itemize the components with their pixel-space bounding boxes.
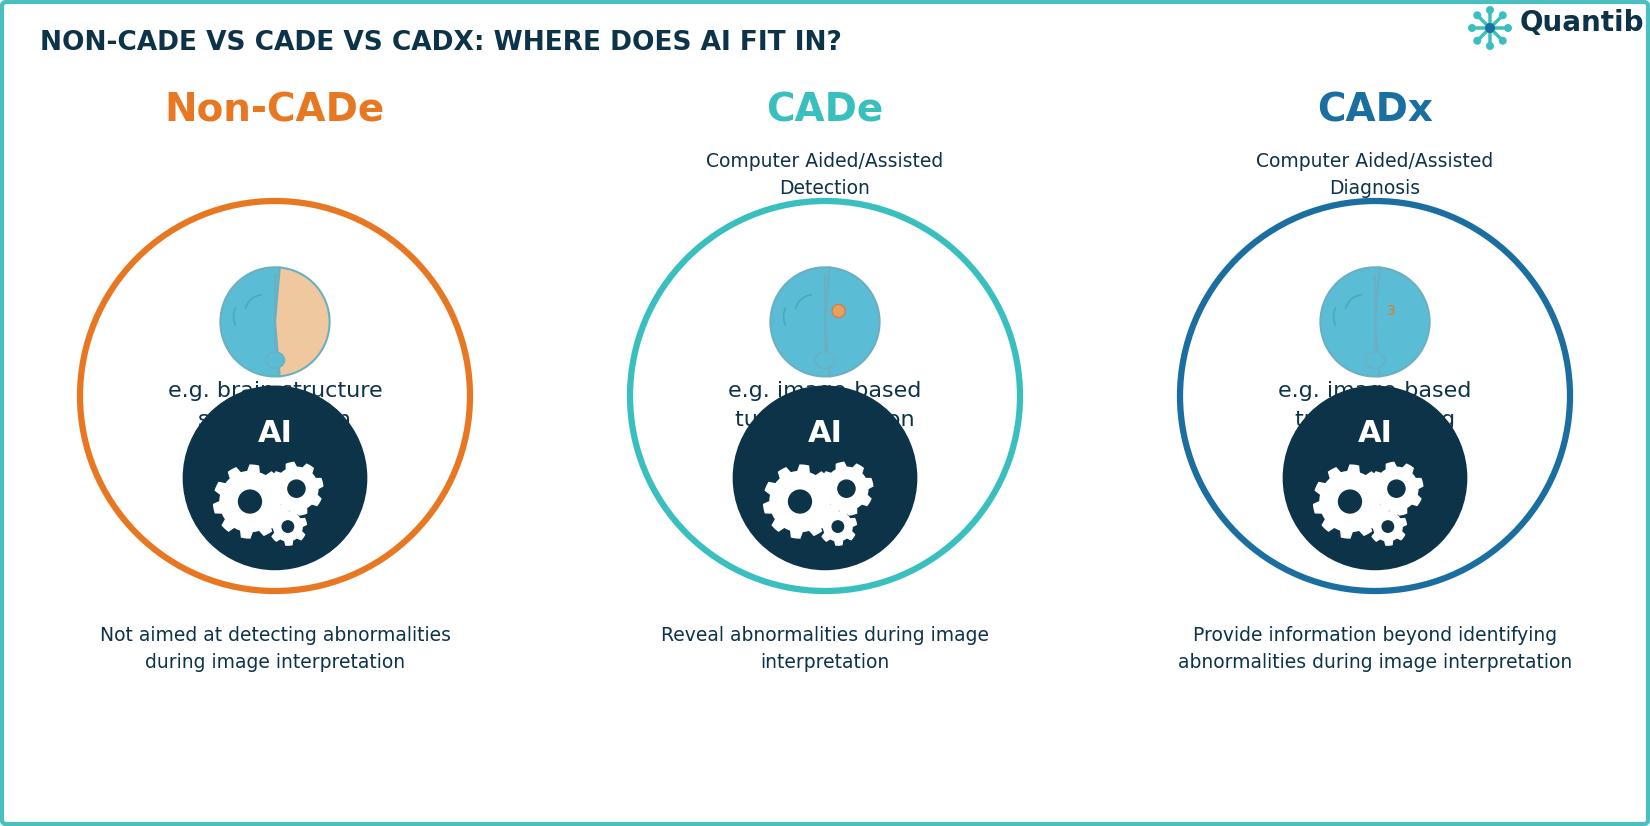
Ellipse shape xyxy=(1366,352,1384,368)
Circle shape xyxy=(838,480,855,497)
Text: 3: 3 xyxy=(1388,304,1396,318)
Text: Provide information beyond identifying
abnormalities during image interpretation: Provide information beyond identifying a… xyxy=(1178,626,1572,672)
Polygon shape xyxy=(820,463,873,515)
Text: Quantib: Quantib xyxy=(1520,9,1645,37)
Circle shape xyxy=(287,480,305,497)
Text: Not aimed at detecting abnormalities
during image interpretation: Not aimed at detecting abnormalities dur… xyxy=(99,626,450,672)
Circle shape xyxy=(1485,23,1495,33)
Circle shape xyxy=(1505,24,1511,32)
Polygon shape xyxy=(1313,465,1386,538)
Circle shape xyxy=(183,387,366,570)
Text: e.g. brain structure
segmentation: e.g. brain structure segmentation xyxy=(168,382,383,430)
Circle shape xyxy=(630,201,1020,591)
Text: Non-CADe: Non-CADe xyxy=(165,91,384,129)
Circle shape xyxy=(282,521,294,532)
Polygon shape xyxy=(213,465,287,538)
Text: Computer Aided/Assisted
Diagnosis: Computer Aided/Assisted Diagnosis xyxy=(1256,152,1493,197)
Text: AI: AI xyxy=(1358,420,1393,449)
Text: e.g. image-based
tumor grading: e.g. image-based tumor grading xyxy=(1279,382,1472,430)
Circle shape xyxy=(733,387,917,570)
Circle shape xyxy=(1487,42,1493,50)
Wedge shape xyxy=(1374,268,1429,377)
Circle shape xyxy=(79,201,470,591)
Circle shape xyxy=(1383,521,1394,532)
Text: e.g. image-based
tumor detection: e.g. image-based tumor detection xyxy=(728,382,922,430)
Wedge shape xyxy=(771,268,830,377)
Circle shape xyxy=(1473,36,1482,45)
Polygon shape xyxy=(820,509,856,545)
Circle shape xyxy=(239,490,261,513)
Polygon shape xyxy=(271,463,323,515)
Text: AI: AI xyxy=(807,420,843,449)
Polygon shape xyxy=(764,465,837,538)
Wedge shape xyxy=(825,268,879,377)
Text: Reveal abnormalities during image
interpretation: Reveal abnormalities during image interp… xyxy=(662,626,988,672)
Circle shape xyxy=(832,521,843,532)
Wedge shape xyxy=(276,268,330,377)
Circle shape xyxy=(1473,12,1482,19)
Text: Computer Aided/Assisted
Detection: Computer Aided/Assisted Detection xyxy=(706,152,944,197)
Text: CADx: CADx xyxy=(1317,91,1432,129)
Text: NON-CADE VS CADE VS CADX: WHERE DOES AI FIT IN?: NON-CADE VS CADE VS CADX: WHERE DOES AI … xyxy=(40,30,842,56)
Circle shape xyxy=(1284,387,1467,570)
Wedge shape xyxy=(1320,268,1379,377)
Wedge shape xyxy=(221,268,280,377)
Circle shape xyxy=(1487,6,1493,14)
Polygon shape xyxy=(1370,463,1422,515)
Circle shape xyxy=(1180,201,1571,591)
Circle shape xyxy=(832,305,845,317)
Circle shape xyxy=(1338,490,1361,513)
Text: AI: AI xyxy=(257,420,292,449)
Text: CADe: CADe xyxy=(766,91,884,129)
Polygon shape xyxy=(1370,509,1406,545)
Circle shape xyxy=(789,490,812,513)
Circle shape xyxy=(1498,36,1506,45)
Ellipse shape xyxy=(815,352,835,368)
Circle shape xyxy=(1498,12,1506,19)
Polygon shape xyxy=(269,509,307,545)
Ellipse shape xyxy=(266,352,284,368)
Circle shape xyxy=(1388,480,1406,497)
Circle shape xyxy=(1468,24,1477,32)
